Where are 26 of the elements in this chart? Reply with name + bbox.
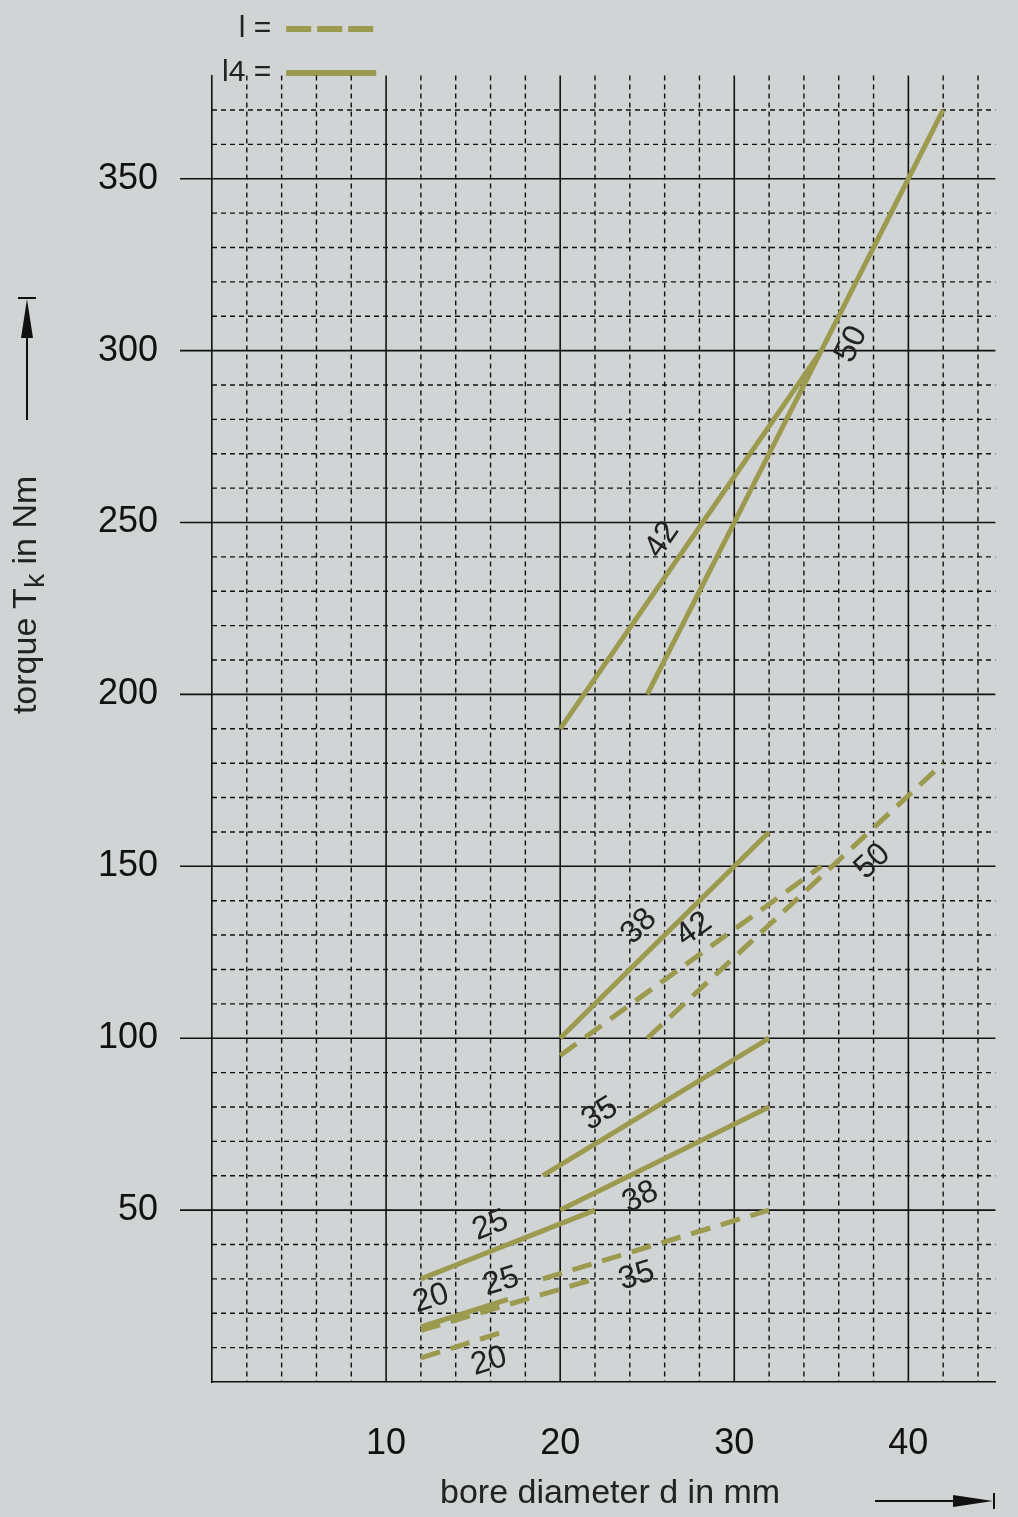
y-tick-label: 300 xyxy=(97,327,158,369)
y-tick-label: 250 xyxy=(97,499,158,541)
annotation: 42 xyxy=(667,902,718,953)
annotation: 38 xyxy=(612,899,663,951)
annotation: 50 xyxy=(845,834,897,886)
y-tick-label: 150 xyxy=(97,843,158,885)
annotation: 35 xyxy=(574,1087,624,1137)
x-tick-label: 30 xyxy=(714,1420,755,1462)
legend-label: l = xyxy=(238,10,272,44)
x-tick-label: 20 xyxy=(540,1420,581,1462)
annotation: 50 xyxy=(825,319,874,368)
legend-label: l4 = xyxy=(221,54,272,88)
x-tick-label: 10 xyxy=(366,1420,407,1462)
x-axis-title: bore diameter d in mm xyxy=(440,1472,781,1511)
annotation: 20 xyxy=(408,1274,453,1320)
y-tick-label: 50 xyxy=(117,1187,158,1229)
annotation: 25 xyxy=(466,1200,513,1247)
annotation: 38 xyxy=(615,1171,664,1220)
annotation: 35 xyxy=(613,1251,659,1297)
x-tick-label: 40 xyxy=(888,1420,929,1462)
annotation: 25 xyxy=(478,1257,523,1302)
y-tick-label: 100 xyxy=(97,1015,158,1057)
annotation: 20 xyxy=(466,1336,511,1383)
annotation: 42 xyxy=(635,513,686,564)
y-tick-label: 350 xyxy=(97,155,158,197)
y-tick-label: 200 xyxy=(97,671,158,713)
